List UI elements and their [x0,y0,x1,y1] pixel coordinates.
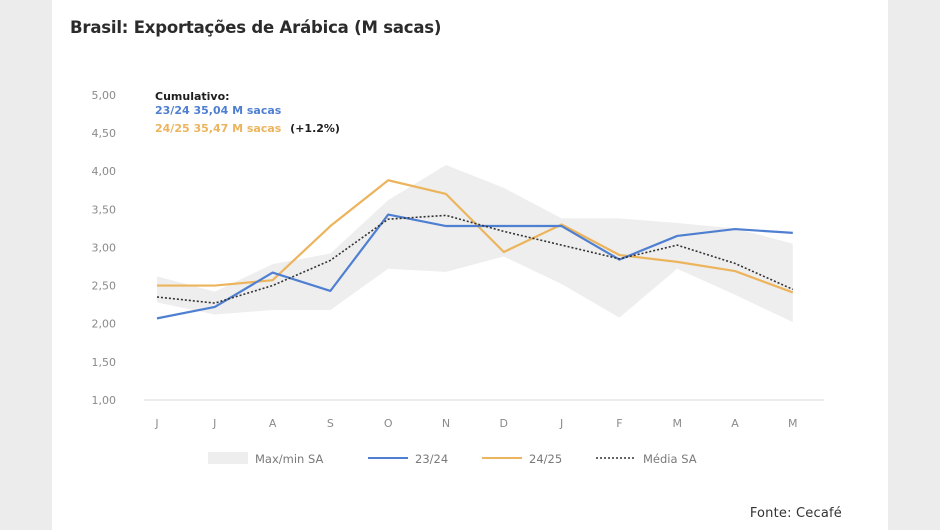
annotation-2425: 24/25 35,47 M sacas [155,122,282,135]
y-tick-label: 2,00 [92,318,117,331]
y-axis-tick-labels: 1,00 1,50 2,00 2,50 3,00 3,50 4,00 4,50 5,00 [92,89,117,407]
x-tick-label: J [559,417,563,430]
y-tick-label: 4,00 [92,165,117,178]
x-tick-label: J [154,417,158,430]
legend-label-2324: 23/24 [415,452,448,466]
cumulative-annotation: Cumulativo: 23/24 35,04 M sacas 24/25 35… [155,90,340,135]
annotation-2324: 23/24 35,04 M sacas [155,104,282,117]
y-tick-label: 5,00 [92,89,117,102]
y-tick-label: 1,00 [92,394,117,407]
legend-label-2425: 24/25 [529,452,562,466]
chart-title: Brasil: Exportações de Arábica (M sacas) [70,18,442,37]
series-lines [156,179,794,320]
legend-swatch-range [208,452,248,464]
x-tick-label: M [672,417,682,430]
y-tick-label: 4,50 [92,127,117,140]
x-tick-label: N [442,417,450,430]
x-tick-label: F [616,417,622,430]
series-line-2324 [156,213,793,320]
series-line-media [156,214,794,304]
legend-label-range: Max/min SA [255,452,324,466]
x-tick-label: M [788,417,798,430]
annotation-change: (+1.2%) [290,122,340,135]
y-tick-label: 3,00 [92,241,117,254]
x-tick-label: O [384,417,393,430]
y-tick-label: 2,50 [92,280,117,293]
chart-card: Brasil: Exportações de Arábica (M sacas)… [52,0,888,530]
x-tick-label: A [269,417,277,430]
y-tick-label: 3,50 [92,203,117,216]
y-tick-label: 1,50 [92,356,117,369]
x-tick-label: S [327,417,334,430]
annotation-title: Cumulativo: [155,90,230,103]
x-tick-label: J [212,417,216,430]
x-tick-label: A [731,417,739,430]
legend-label-media: Média SA [643,452,697,466]
source-note: Fonte: Cecafé [749,506,842,521]
legend: Max/min SA 23/24 24/25 Média SA [208,452,697,466]
range-band-max-min [157,164,793,323]
x-tick-label: D [500,417,508,430]
svg-text:24/25 35,47 M sacas (+: 24/25 35,47 M sacas (+1.2%) [155,122,340,135]
chart-svg: 1,00 1,50 2,00 2,50 3,00 3,50 4,00 4,50 5,00 J J A… [92,89,824,466]
